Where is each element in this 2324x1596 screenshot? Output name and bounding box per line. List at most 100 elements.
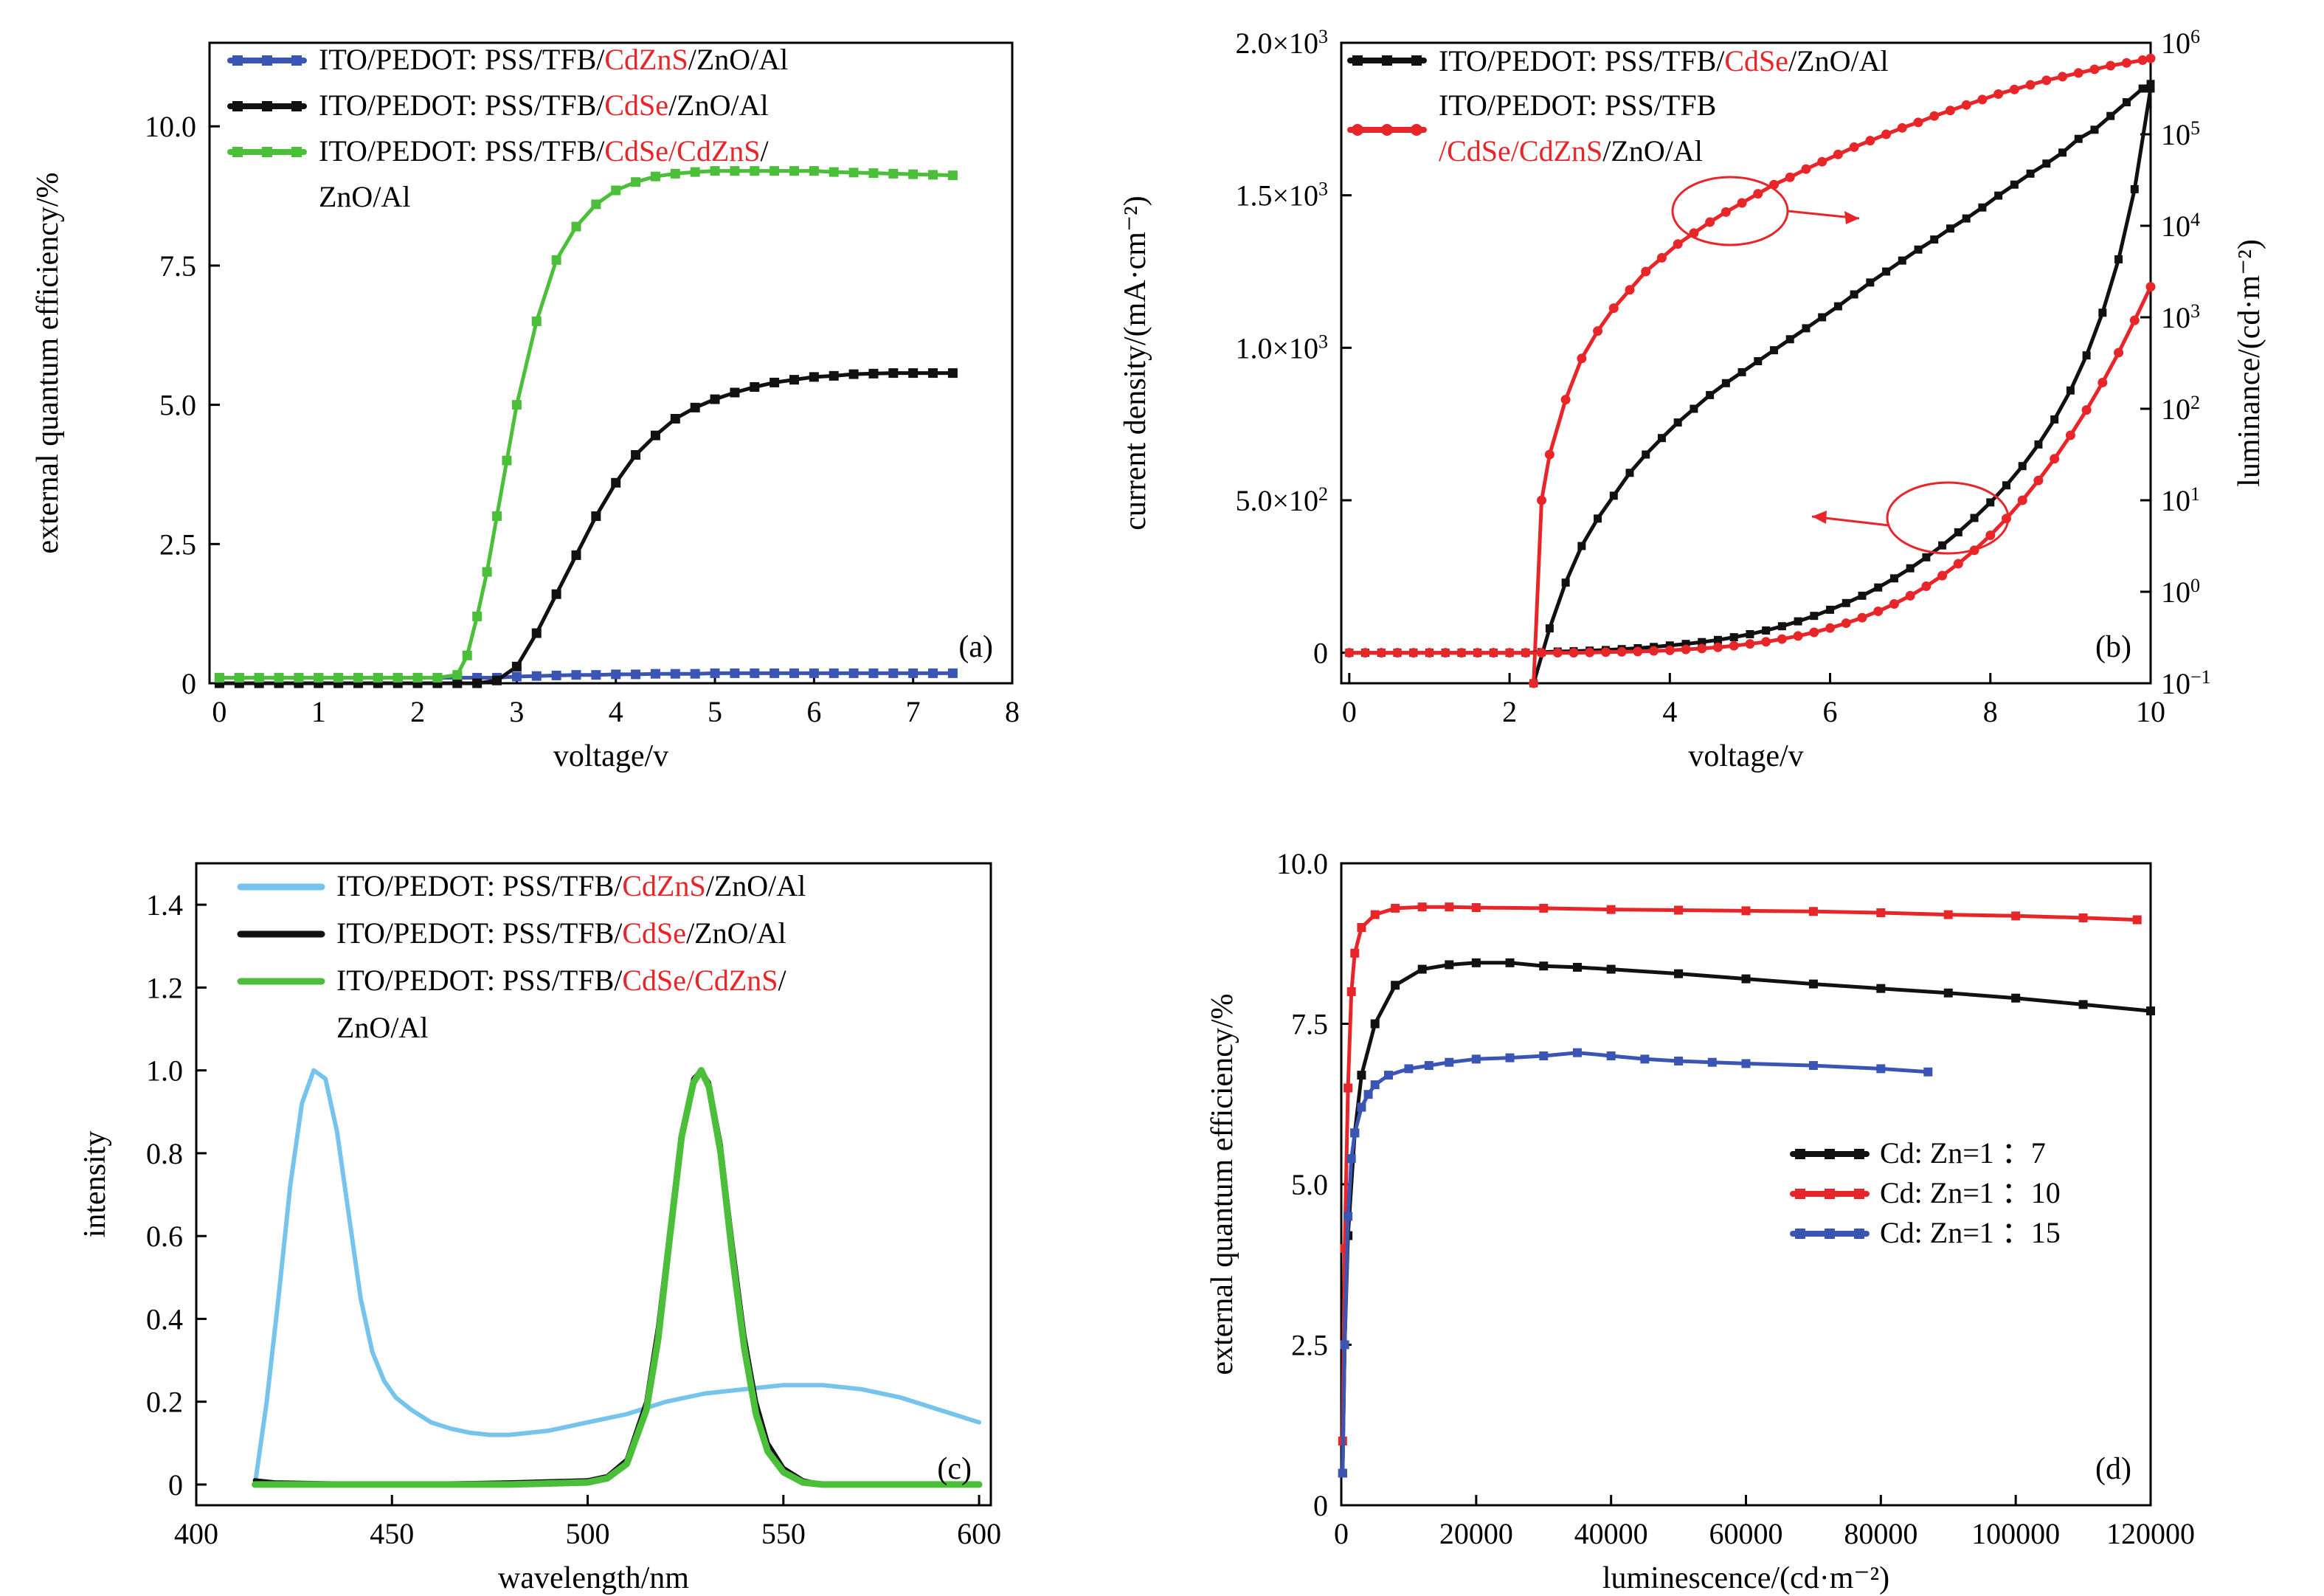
series-b-1-point bbox=[2041, 75, 2052, 86]
series-a-1-point bbox=[591, 511, 601, 522]
series-b-3-point bbox=[2129, 315, 2140, 325]
series-a-0-point bbox=[809, 668, 819, 678]
plot-frame-a bbox=[208, 41, 1014, 685]
series-a-1-point bbox=[928, 368, 938, 379]
legend-b-1-swatch-marker bbox=[1352, 124, 1363, 136]
series-a-0-point bbox=[591, 670, 601, 680]
series-b-3-point bbox=[2081, 405, 2092, 415]
plot-frame-b bbox=[1340, 41, 2152, 685]
series-b-3-point bbox=[1825, 623, 1836, 633]
panel-d: 0 20000 40000 60000 80000 100000 120000 0 2.5 5.0… bbox=[1206, 847, 2195, 1595]
x-axis-title-c: wavelength/nm bbox=[498, 1561, 689, 1595]
series-b-0-point bbox=[2138, 84, 2147, 93]
y-tick-label-a: 2.5 bbox=[159, 528, 196, 561]
series-a-1-point bbox=[650, 430, 660, 441]
series-d-1-point bbox=[1343, 1083, 1353, 1093]
series-a-1-point bbox=[770, 377, 780, 387]
series-a-0-point bbox=[551, 670, 561, 680]
series-d-0-point bbox=[1471, 958, 1481, 967]
series-a-2-point bbox=[571, 221, 581, 232]
series-b-2-point bbox=[1954, 528, 1962, 536]
series-d-2-point bbox=[1338, 1468, 1347, 1478]
x-tick-label-c: 550 bbox=[761, 1517, 806, 1550]
series-d-2-point bbox=[1346, 1154, 1356, 1164]
series-b-2-point bbox=[2018, 462, 2027, 471]
y-tick-label-c: 0.2 bbox=[146, 1386, 183, 1419]
x-tick-label-d: 80000 bbox=[1844, 1517, 1917, 1550]
series-d-2-point bbox=[1340, 1340, 1349, 1350]
series-d-0-point bbox=[1417, 964, 1427, 974]
series-b-1-point bbox=[1737, 198, 1747, 208]
series-a-2-point bbox=[214, 672, 224, 683]
y-axis-title-b: current density/(mA·cm⁻²) bbox=[1118, 196, 1152, 530]
y2-tick-label-b: 10−1 bbox=[2161, 666, 2211, 701]
series-d-0-point bbox=[2011, 993, 2021, 1003]
series-b-1-point bbox=[1801, 164, 1811, 174]
series-a-1-point bbox=[848, 369, 859, 379]
series-a-0-point bbox=[611, 669, 621, 680]
series-b-0-point bbox=[2010, 180, 2019, 189]
series-b-1-point bbox=[1593, 326, 1603, 336]
series-b-3-point bbox=[1729, 640, 1739, 651]
series-d-2-point bbox=[1923, 1067, 1933, 1077]
series-b-1-point bbox=[1993, 89, 2004, 99]
y-tick-label-a: 5.0 bbox=[159, 389, 196, 422]
series-b-2-point bbox=[1729, 633, 1738, 642]
series-a-2-point bbox=[848, 167, 859, 178]
series-b-0-point bbox=[1850, 290, 1858, 299]
legend-b-0-swatch-marker bbox=[1411, 55, 1422, 66]
y-axis-title-d: external quantum efficiency/% bbox=[1206, 993, 1239, 1375]
series-b-1-point bbox=[1945, 106, 1955, 116]
series-b-3-point bbox=[1697, 643, 1707, 654]
legend-a-2-swatch-marker bbox=[291, 147, 302, 157]
series-a-1-point bbox=[868, 368, 879, 379]
series-b-2-point bbox=[1665, 641, 1674, 650]
series-d-1-point bbox=[1445, 902, 1454, 912]
series-a-0-point bbox=[789, 668, 799, 678]
series-a-2-point bbox=[432, 672, 443, 683]
series-b-3-point bbox=[2033, 475, 2044, 486]
series-d-1-point bbox=[2132, 915, 2142, 925]
series-b-1-point bbox=[1577, 353, 1587, 364]
series-a-2-point bbox=[551, 255, 561, 265]
series-a-2-point bbox=[947, 170, 958, 181]
series-b-1-point bbox=[1753, 189, 1763, 199]
series-b-0-point bbox=[1577, 542, 1586, 550]
series-a-2-point bbox=[412, 672, 423, 683]
series-b-3-point bbox=[1857, 612, 1867, 623]
series-a-0-point bbox=[770, 668, 780, 678]
series-b-0-point bbox=[1609, 491, 1618, 500]
series-b-0-line bbox=[1532, 82, 2153, 685]
series-a-0-point bbox=[888, 668, 899, 678]
series-a-2-point bbox=[472, 611, 483, 621]
series-d-2-point bbox=[1370, 1080, 1380, 1090]
panel-a: 0 1 2 3 4 5 6 7 8 0 2.5 5.0 7.5 10.0 voltage/v external… bbox=[31, 41, 1020, 773]
series-b-3-point bbox=[2098, 377, 2108, 387]
series-b-3-point bbox=[1616, 646, 1627, 657]
series-d-1-line bbox=[1341, 905, 2140, 1443]
series-b-0-point bbox=[1818, 313, 1827, 322]
series-c-2-line bbox=[252, 1067, 983, 1488]
legend-d-1-swatch-marker bbox=[1854, 1189, 1864, 1199]
series-b-2-point bbox=[2082, 351, 2091, 360]
y-tick-label-a: 0 bbox=[181, 667, 196, 700]
series-b-3-point bbox=[1504, 648, 1515, 658]
series-b-0-point bbox=[1994, 191, 2003, 200]
series-b-1-point bbox=[1641, 266, 1651, 277]
series-a-2-point bbox=[809, 166, 819, 176]
series-a-1-point bbox=[750, 381, 760, 392]
series-d-2-point bbox=[1383, 1071, 1393, 1080]
series-b-0-point bbox=[1946, 224, 1954, 233]
legend-c-1-label: ITO/PEDOT: PSS/TFB/CdSe/ZnO/Al bbox=[336, 916, 786, 950]
panel-label-c: (c) bbox=[937, 1452, 972, 1486]
series-b-0-point bbox=[1737, 367, 1746, 376]
series-d-1-point bbox=[1943, 910, 1953, 919]
legend-d-2-swatch-marker bbox=[1795, 1229, 1805, 1239]
series-d-1-point bbox=[2011, 911, 2021, 921]
legend-a-2-swatch-marker bbox=[262, 147, 272, 157]
series-b-0-point bbox=[1898, 256, 1906, 265]
series-b-2-point bbox=[1810, 612, 1819, 621]
series-b-3-point bbox=[1681, 644, 1691, 654]
annotation-circle-lower bbox=[1886, 481, 2010, 555]
series-b-1-point bbox=[2137, 55, 2148, 66]
